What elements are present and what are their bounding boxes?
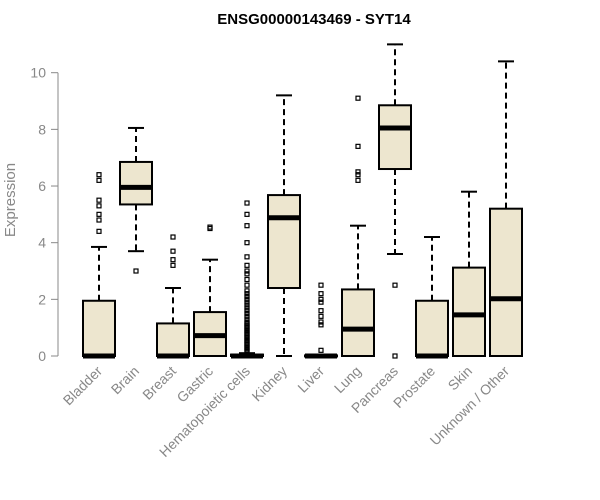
outlier-point (133, 268, 139, 274)
iqr-box (267, 194, 301, 290)
y-tick-label: 4 (38, 235, 46, 251)
x-tick-label: Breast (139, 363, 179, 403)
outlier-point (318, 319, 324, 325)
outlier-point (244, 268, 250, 274)
y-tick-label: 8 (38, 121, 46, 137)
iqr-box (119, 160, 153, 206)
outlier-point (244, 262, 250, 268)
outlier-point (244, 293, 250, 300)
box-unknown-other (489, 60, 523, 357)
outlier-point (244, 200, 250, 206)
y-tick-label: 6 (38, 178, 46, 194)
x-tick-label: Lung (331, 363, 364, 396)
y-tick-label: 0 (38, 348, 46, 364)
outlier-point (96, 197, 102, 203)
outlier-point (244, 302, 250, 308)
outlier-point (244, 305, 250, 311)
box-kidney (267, 94, 301, 357)
box-pancreas (378, 43, 412, 359)
outlier-point (170, 248, 176, 254)
outlier-point (96, 217, 102, 223)
outlier-point (96, 228, 102, 234)
outlier-point (244, 254, 250, 260)
box-breast (156, 234, 190, 359)
y-tick-label: 2 (38, 291, 46, 307)
box-hematopoietic-cells (230, 200, 264, 359)
outlier-point (244, 271, 250, 277)
box-gastric (193, 224, 227, 357)
outlier-point (244, 313, 250, 319)
outlier-point (318, 347, 324, 353)
outlier-point (318, 308, 324, 314)
box-prostate (415, 236, 449, 359)
outlier-point (392, 353, 398, 359)
x-tick-label: Bladder (60, 363, 106, 409)
outlier-point (244, 299, 250, 305)
outlier-point (244, 319, 250, 325)
box-lung (341, 95, 375, 357)
outlier-point (318, 313, 324, 319)
chart-title: ENSG00000143469 - SYT14 (217, 11, 411, 28)
outlier-point (318, 296, 324, 302)
y-axis: 0 2 4 6 8 10 (30, 65, 59, 364)
outlier-point (96, 177, 102, 183)
boxes-group (82, 43, 523, 359)
box-liver (304, 282, 338, 359)
box-brain (119, 126, 153, 274)
x-tick-label: Liver (294, 363, 327, 396)
outlier-point (96, 211, 102, 217)
iqr-box (489, 207, 523, 357)
outlier-point (355, 169, 361, 175)
outlier-point (244, 310, 250, 317)
iqr-box (156, 322, 190, 357)
outlier-point (170, 262, 176, 268)
box-bladder (82, 172, 116, 359)
x-tick-label: Skin (445, 363, 476, 394)
outlier-point (244, 240, 250, 246)
outlier-point (244, 282, 250, 288)
outlier-point (318, 299, 324, 305)
outlier-point (318, 291, 324, 297)
outlier-point (170, 257, 176, 263)
outlier-point (318, 282, 324, 288)
outlier-point (170, 234, 176, 240)
iqr-box (415, 299, 449, 357)
x-tick-label: Brain (108, 363, 142, 397)
x-tick-label: Prostate (390, 363, 438, 411)
outlier-point (244, 223, 250, 229)
outlier-point (355, 143, 361, 149)
outlier-point (96, 172, 102, 178)
outlier-point (207, 224, 213, 230)
outlier-point (392, 282, 398, 288)
outlier-point (355, 95, 361, 101)
outlier-point (318, 322, 324, 328)
outlier-point (244, 288, 250, 294)
outlier-point (355, 177, 361, 183)
x-tick-label: Kidney (249, 363, 291, 405)
outlier-point (244, 211, 250, 217)
y-tick-label: 10 (30, 65, 46, 81)
outlier-point (244, 308, 250, 314)
outlier-point (96, 203, 102, 209)
iqr-box (452, 266, 486, 358)
iqr-box (82, 299, 116, 357)
box-skin (452, 190, 486, 358)
outlier-point (244, 276, 250, 283)
iqr-box (341, 288, 375, 357)
outlier-point (244, 316, 250, 322)
iqr-box (378, 104, 412, 171)
outlier-point (355, 172, 361, 178)
y-axis-label: Expression (2, 163, 19, 237)
outlier-point (244, 296, 250, 302)
outlier-point (244, 291, 250, 297)
